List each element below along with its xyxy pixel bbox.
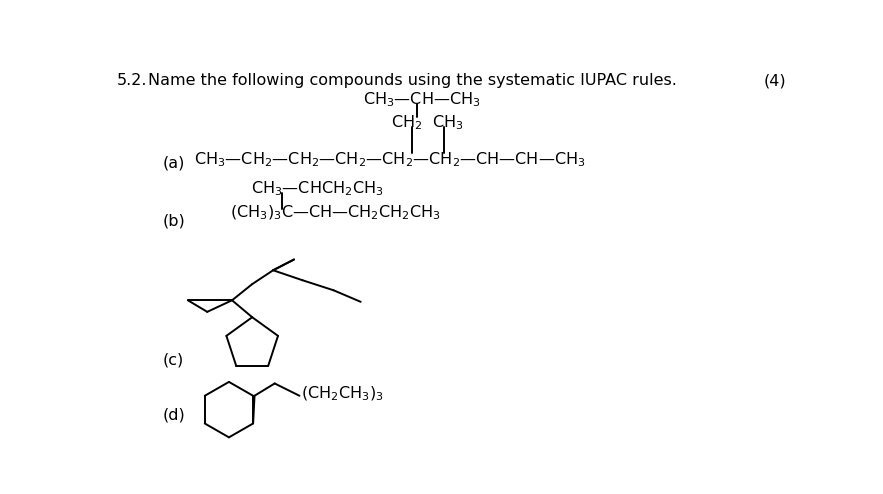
Text: (c): (c) <box>163 352 185 367</box>
Text: (b): (b) <box>163 213 185 229</box>
Text: (4): (4) <box>764 73 786 88</box>
Text: (a): (a) <box>163 156 185 171</box>
Text: Name the following compounds using the systematic IUPAC rules.: Name the following compounds using the s… <box>147 73 676 88</box>
Text: (CH$_3$)$_3$C—CH—CH$_2$CH$_2$CH$_3$: (CH$_3$)$_3$C—CH—CH$_2$CH$_2$CH$_3$ <box>230 204 442 222</box>
Text: (CH$_2$CH$_3$)$_3$: (CH$_2$CH$_3$)$_3$ <box>301 385 384 404</box>
Text: CH$_3$—CHCH$_2$CH$_3$: CH$_3$—CHCH$_2$CH$_3$ <box>252 179 384 198</box>
Text: (d): (d) <box>163 408 185 422</box>
Text: 5.2.: 5.2. <box>117 73 147 88</box>
Text: CH$_2$  CH$_3$: CH$_2$ CH$_3$ <box>391 113 464 132</box>
Text: CH$_3$—CH—CH$_3$: CH$_3$—CH—CH$_3$ <box>363 90 480 109</box>
Text: CH$_3$—CH$_2$—CH$_2$—CH$_2$—CH$_2$—CH$_2$—CH—CH—CH$_3$: CH$_3$—CH$_2$—CH$_2$—CH$_2$—CH$_2$—CH$_2… <box>194 150 585 169</box>
